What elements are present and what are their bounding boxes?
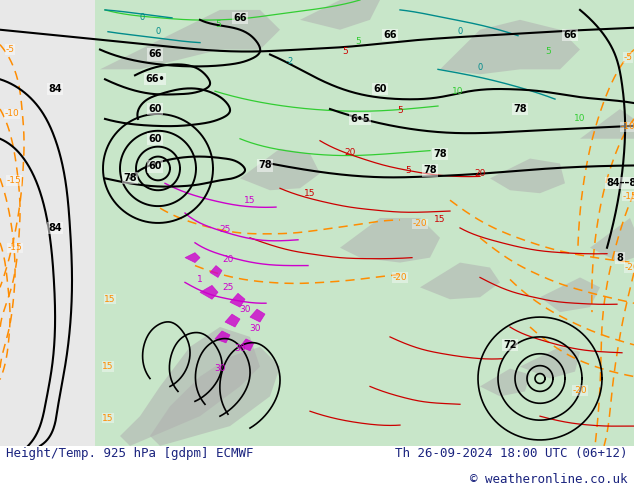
Text: 8: 8 — [616, 253, 623, 263]
Text: 5: 5 — [397, 106, 403, 116]
Text: 6•5: 6•5 — [350, 114, 370, 124]
Text: -20: -20 — [573, 386, 587, 395]
Text: -20: -20 — [624, 263, 634, 272]
Polygon shape — [210, 266, 222, 277]
Polygon shape — [520, 347, 580, 378]
Text: 66: 66 — [233, 13, 247, 23]
Text: 20: 20 — [474, 169, 486, 178]
Text: 10: 10 — [574, 114, 586, 123]
Text: -5: -5 — [6, 45, 15, 54]
Text: 78: 78 — [433, 148, 447, 159]
Text: 5: 5 — [215, 20, 221, 29]
Polygon shape — [0, 0, 634, 446]
Polygon shape — [240, 148, 320, 190]
Text: © weatheronline.co.uk: © weatheronline.co.uk — [470, 473, 628, 486]
FancyBboxPatch shape — [95, 0, 634, 446]
Polygon shape — [100, 10, 280, 70]
Text: 20: 20 — [223, 255, 234, 264]
Text: 30: 30 — [214, 364, 226, 373]
Polygon shape — [480, 368, 530, 396]
Text: -20: -20 — [413, 220, 427, 228]
Polygon shape — [150, 347, 280, 446]
Text: 78: 78 — [513, 104, 527, 114]
Text: 5: 5 — [545, 47, 551, 56]
Text: Th 26-09-2024 18:00 UTC (06+12): Th 26-09-2024 18:00 UTC (06+12) — [395, 447, 628, 460]
Text: 66: 66 — [563, 30, 577, 40]
Text: -2: -2 — [286, 57, 294, 66]
Text: 66•: 66• — [145, 74, 165, 84]
Polygon shape — [590, 218, 634, 263]
Polygon shape — [490, 159, 565, 193]
Polygon shape — [340, 218, 440, 263]
Polygon shape — [0, 0, 95, 446]
Text: 60: 60 — [148, 162, 162, 172]
Polygon shape — [240, 339, 254, 351]
Text: -15: -15 — [623, 192, 634, 201]
Text: 78: 78 — [258, 161, 272, 171]
Text: -15: -15 — [6, 176, 22, 185]
Text: 25: 25 — [223, 283, 234, 292]
Text: -10: -10 — [4, 109, 20, 119]
Text: 10: 10 — [452, 87, 463, 96]
Polygon shape — [250, 309, 265, 322]
Text: -20: -20 — [392, 273, 407, 282]
Polygon shape — [300, 0, 380, 30]
Text: -10: -10 — [621, 122, 634, 131]
Text: Height/Temp. 925 hPa [gdpm] ECMWF: Height/Temp. 925 hPa [gdpm] ECMWF — [6, 447, 254, 460]
Polygon shape — [120, 327, 260, 446]
Text: 78: 78 — [423, 166, 437, 175]
Text: -5: -5 — [623, 53, 633, 62]
Text: 66: 66 — [148, 49, 162, 59]
Polygon shape — [200, 285, 218, 299]
Text: 25: 25 — [219, 225, 231, 234]
Text: 72: 72 — [503, 340, 517, 350]
Polygon shape — [420, 263, 500, 299]
Polygon shape — [225, 314, 240, 327]
Text: 30: 30 — [249, 324, 261, 334]
Polygon shape — [580, 109, 634, 139]
Polygon shape — [540, 277, 600, 312]
Text: 0: 0 — [477, 63, 482, 72]
Text: 60: 60 — [148, 104, 162, 114]
Polygon shape — [215, 331, 230, 343]
Text: 5: 5 — [342, 47, 348, 56]
Text: 5: 5 — [405, 166, 411, 175]
Polygon shape — [185, 253, 200, 263]
Text: 60: 60 — [373, 84, 387, 94]
Text: 15: 15 — [434, 216, 446, 224]
Text: 15: 15 — [304, 189, 316, 198]
Text: 1: 1 — [197, 275, 203, 284]
Polygon shape — [440, 20, 580, 74]
Text: 0: 0 — [139, 13, 145, 23]
Text: 5: 5 — [355, 37, 361, 46]
Text: 84: 84 — [48, 84, 61, 94]
Text: 30: 30 — [234, 344, 246, 353]
Text: 66: 66 — [383, 30, 397, 40]
Text: 84––84: 84––84 — [607, 178, 634, 188]
Text: 0: 0 — [155, 27, 160, 36]
Text: -15: -15 — [8, 243, 22, 252]
Text: 0: 0 — [457, 27, 463, 36]
Text: 15: 15 — [104, 295, 116, 304]
Text: 20: 20 — [344, 148, 356, 157]
Polygon shape — [230, 294, 245, 307]
Text: 15: 15 — [244, 196, 256, 205]
Text: 15: 15 — [102, 362, 113, 371]
Text: 30: 30 — [239, 305, 251, 314]
Text: 78: 78 — [123, 173, 137, 183]
Text: 84: 84 — [48, 223, 61, 233]
Text: 15: 15 — [102, 414, 113, 423]
Text: 60: 60 — [148, 134, 162, 144]
